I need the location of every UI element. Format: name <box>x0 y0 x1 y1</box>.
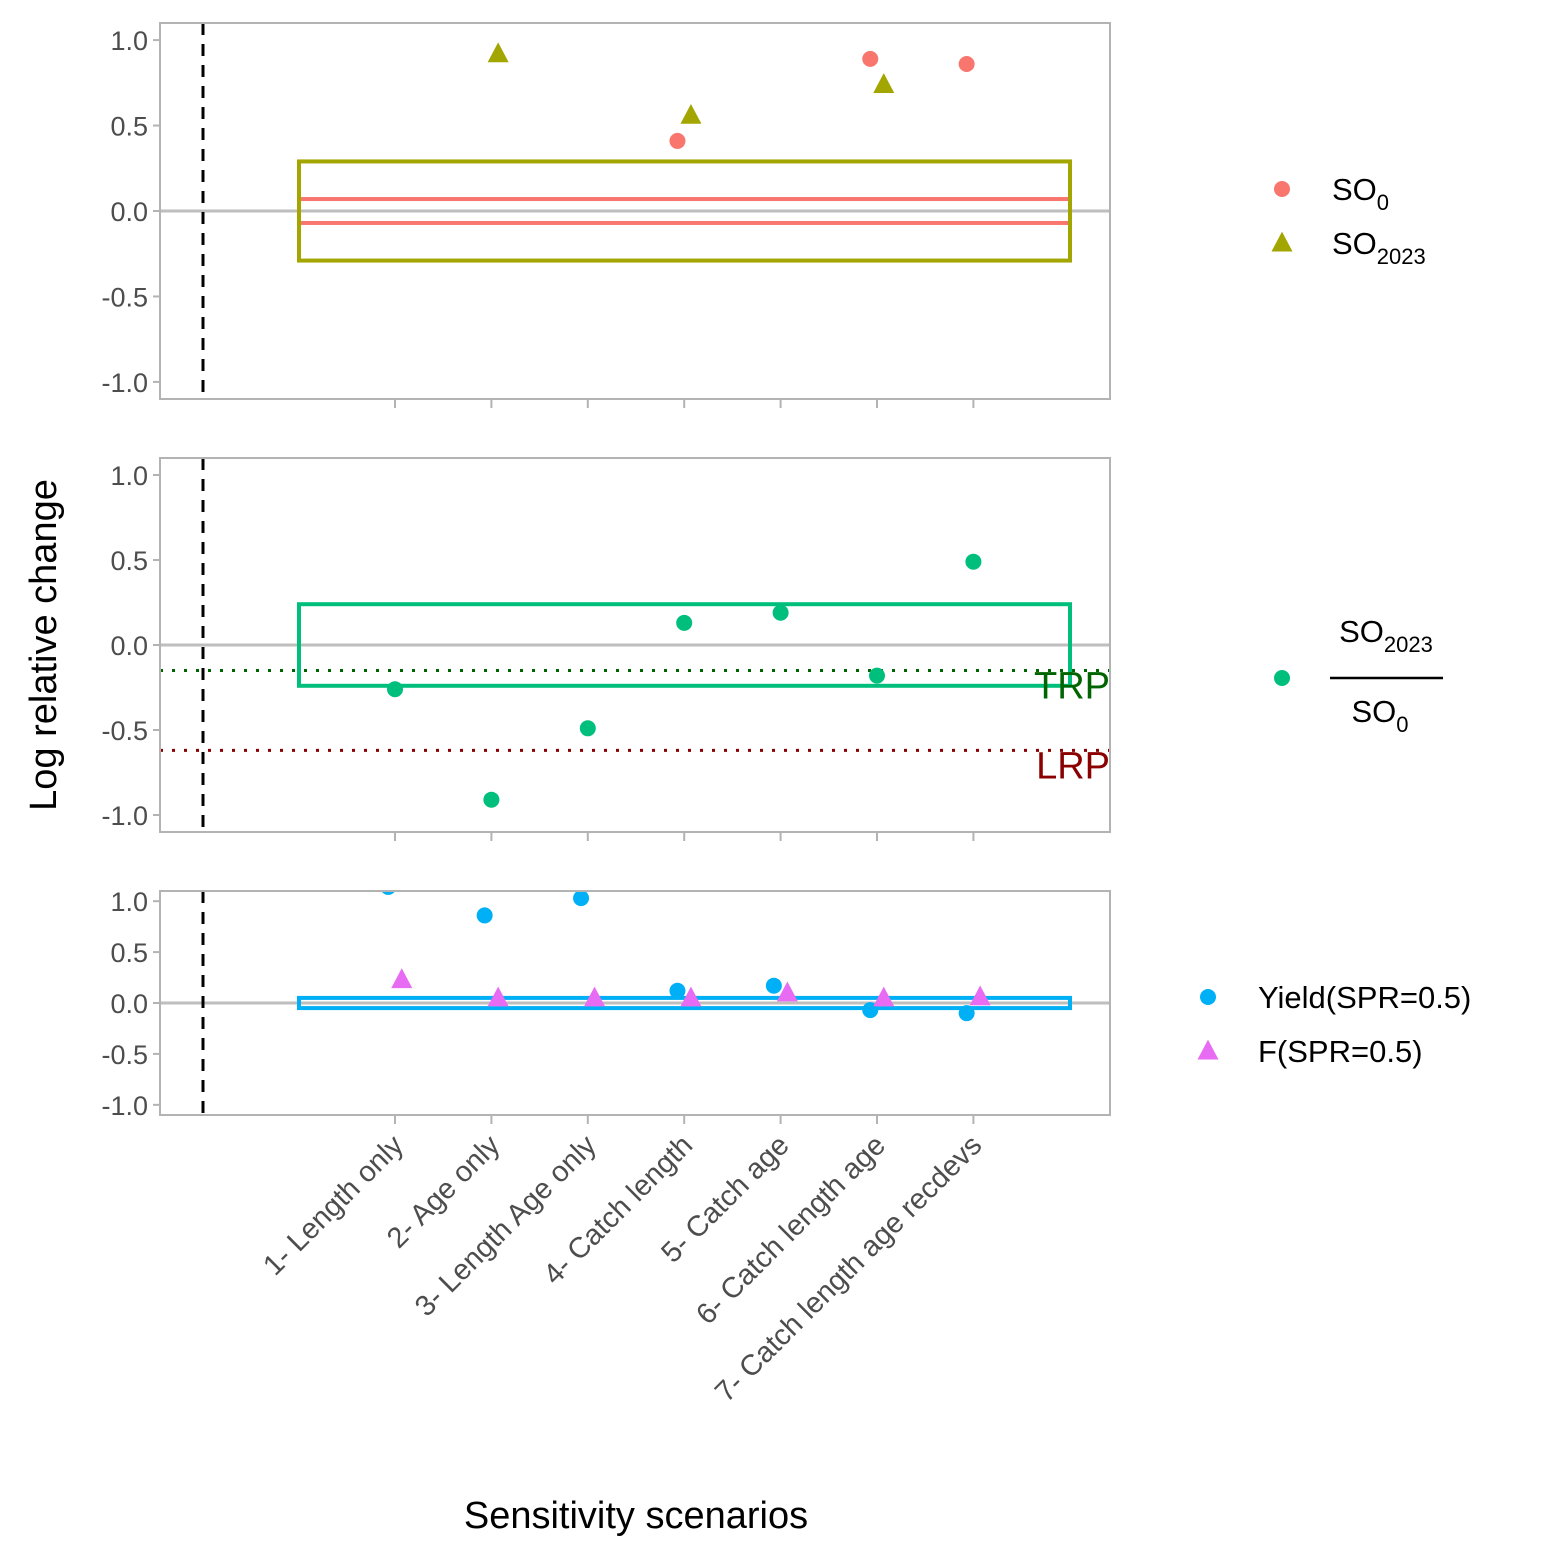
data-point <box>584 986 606 1007</box>
legend-label: Yield(SPR=0.5) <box>1258 980 1471 1015</box>
data-point <box>969 985 991 1006</box>
legend-denominator: SO0 <box>1351 694 1408 737</box>
y-tick-label: -1.0 <box>101 801 148 831</box>
reference-label-lrp: LRP <box>1036 745 1110 787</box>
data-point <box>772 604 789 621</box>
plot-area <box>160 891 1110 1115</box>
legend-key <box>1274 181 1290 197</box>
data-point <box>391 968 413 989</box>
legend-key <box>1274 670 1290 686</box>
legend-key <box>1197 1039 1219 1060</box>
data-point <box>669 132 686 149</box>
reference-label-trp: TRP <box>1034 666 1110 708</box>
y-axis-title: Log relative change <box>23 479 65 811</box>
uncertainty-band <box>297 159 1072 263</box>
uncertainty-band <box>297 602 1072 688</box>
legend-relative-spawning-output: SO2023 SO0 <box>1274 614 1443 737</box>
y-tick-label: 0.5 <box>110 112 148 142</box>
legend-spawning-output: SO0 SO2023 <box>1271 172 1426 269</box>
legend-label: F(SPR=0.5) <box>1258 1034 1423 1069</box>
data-point <box>958 1005 975 1022</box>
x-axis-title: Sensitivity scenarios <box>464 1495 808 1537</box>
data-point <box>680 103 702 124</box>
panels-layer: -1.0 -0.5 0.0 0.5 1.0 -1.0 -0.5 0.0 0.5 1.0 TRP LRP… <box>101 22 1111 1124</box>
legends-layer: SO0 SO2023 SO2023 SO0 Yield(SPR=0.5) F(SPR=0.… <box>1197 172 1471 1069</box>
legend-key <box>1271 231 1293 252</box>
y-tick-label: -0.5 <box>101 1040 148 1070</box>
data-point <box>579 720 596 737</box>
data-point <box>676 614 693 631</box>
data-point <box>869 667 885 684</box>
x-tick-label: 3- Length Age only <box>409 1129 603 1323</box>
data-point <box>487 986 509 1007</box>
data-point <box>669 982 686 999</box>
data-point <box>765 977 782 994</box>
data-point <box>483 791 500 808</box>
data-point <box>680 986 702 1007</box>
legend-key <box>1200 989 1216 1005</box>
y-tick-label: 0.5 <box>110 938 148 968</box>
panel-border <box>159 457 1111 833</box>
y-tick-label: 0.0 <box>110 989 148 1019</box>
y-tick-label: 1.0 <box>110 887 148 917</box>
legend-numerator: SO2023 <box>1339 614 1433 657</box>
y-tick-label: 1.0 <box>110 26 148 56</box>
y-tick-label: 1.0 <box>110 461 148 491</box>
plot-area <box>160 23 1110 399</box>
panel-border <box>159 890 1111 1116</box>
y-tick-label: 0.5 <box>110 546 148 576</box>
panel-border <box>159 22 1111 400</box>
x-tick-label: 1- Length only <box>257 1129 410 1282</box>
y-tick-label: 0.0 <box>110 631 148 661</box>
legend-label: SO0 <box>1332 172 1389 215</box>
data-point <box>381 891 396 895</box>
data-point <box>387 681 403 698</box>
x-tick-label: 6- Catch length age <box>690 1129 892 1331</box>
data-point <box>862 50 879 67</box>
legend-yield-and-f: Yield(SPR=0.5) F(SPR=0.5) <box>1197 980 1471 1069</box>
y-tick-label: -1.0 <box>101 1091 148 1121</box>
data-point <box>476 907 493 924</box>
legend-label: SO2023 <box>1332 226 1426 269</box>
y-tick-label: 0.0 <box>110 197 148 227</box>
data-point <box>873 73 895 94</box>
data-point <box>958 56 975 73</box>
data-point <box>487 42 509 63</box>
panel-relative-spawning-output: -1.0 -0.5 0.0 0.5 1.0 TRP LRP <box>101 457 1111 841</box>
y-tick-label: -1.0 <box>101 368 148 398</box>
data-point <box>573 891 590 907</box>
data-point <box>965 553 982 570</box>
y-tick-label: -0.5 <box>101 282 148 312</box>
y-tick-label: -0.5 <box>101 716 148 746</box>
data-point <box>776 981 798 1002</box>
panel-spawning-output: -1.0 -0.5 0.0 0.5 1.0 <box>101 22 1111 408</box>
data-point <box>873 986 895 1007</box>
plot-area: TRP LRP <box>160 458 1110 832</box>
uncertainty-band <box>297 995 1072 1011</box>
panel-yield-and-f: -1.0 -0.5 0.0 0.5 1.0 <box>101 887 1111 1124</box>
